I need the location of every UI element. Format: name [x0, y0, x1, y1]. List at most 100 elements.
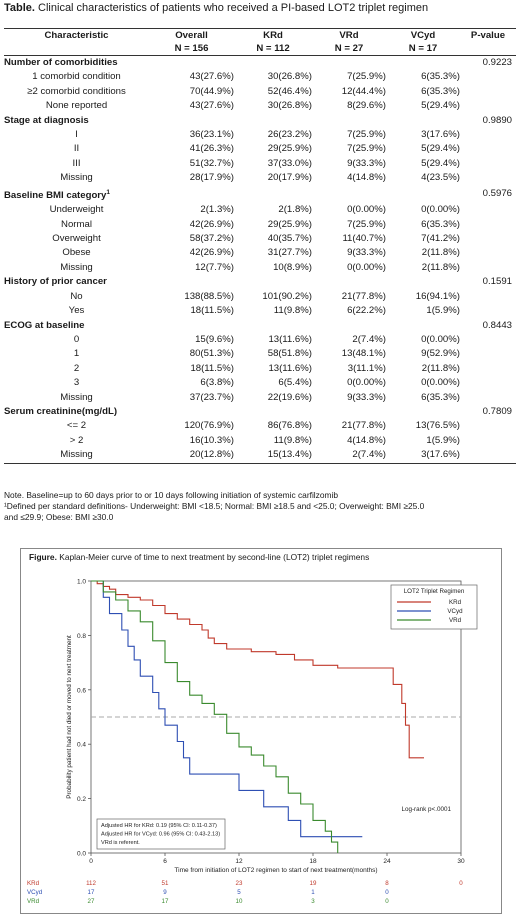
- section-title: Baseline BMI category1: [4, 186, 460, 204]
- risk-table-label: VCyd: [27, 889, 43, 896]
- cell-krd: 29(25.9%): [267, 218, 312, 230]
- cell-empty: [460, 128, 516, 142]
- hazard-ratio-line: Adjusted HR for VCyd: 0.96 (95% CI: 0.43…: [101, 832, 220, 838]
- p-value: 0.8443: [482, 319, 512, 331]
- header-vcyd: VCyd: [386, 28, 460, 42]
- cell-krd: 52(46.4%): [267, 85, 312, 97]
- cell-krd: 6(5.4%): [278, 377, 312, 389]
- cell-vrd: 4(14.8%): [347, 172, 386, 184]
- y-tick-label: 0.8: [77, 633, 86, 640]
- cell-krd: 58(51.8%): [267, 348, 312, 360]
- cell-vcyd: 5(29.4%): [421, 100, 460, 112]
- section-title-text: ECOG at baseline: [4, 319, 85, 331]
- p-value: 0.9223: [482, 57, 512, 68]
- cell-vcyd: 0(0.00%): [421, 377, 460, 389]
- cell-vcyd: 6(35.3%): [421, 85, 460, 97]
- cell-krd: 31(27.7%): [267, 247, 312, 259]
- cell-empty: [460, 232, 516, 246]
- cell-vrd: 7(25.9%): [347, 129, 386, 141]
- table-row: 1 80(51.3%) 58(51.8%) 13(48.1%) 9(52.9%): [4, 347, 516, 361]
- legend-box: [390, 584, 478, 630]
- km-curve-krd: [91, 580, 424, 759]
- row-label: > 2: [69, 434, 84, 446]
- y-tick-label: 0.2: [77, 796, 86, 803]
- table-row: Underweight 2(1.3%) 2(1.8%) 0(0.00%) 0(0.00%…: [4, 203, 516, 217]
- section-title-text: Baseline BMI category: [4, 189, 107, 201]
- table-row: Obese 42(26.9%) 31(27.7%) 9(33.3%) 2(11.8%): [4, 246, 516, 260]
- risk-table-value: 0: [385, 889, 389, 896]
- characteristics-table: Characteristic Overall KRd VRd VCyd P-va…: [4, 28, 516, 464]
- x-tick-label: 12: [235, 858, 243, 865]
- footnote-marker: 1: [106, 188, 110, 196]
- cell-empty: [460, 333, 516, 347]
- cell-empty: [460, 434, 516, 448]
- section-row: History of prior cancer 0.1591: [4, 275, 516, 289]
- x-tick-label: 6: [163, 858, 167, 865]
- cell-vcyd: 2(11.8%): [421, 247, 460, 259]
- cell-empty: [460, 448, 516, 464]
- cell-overall: 58(37.2%): [189, 233, 234, 245]
- cell-vcyd: 6(35.3%): [421, 71, 460, 83]
- cell-vrd: 11(40.7%): [342, 233, 386, 245]
- cell-krd: 20(17.9%): [267, 172, 312, 184]
- risk-table-value: 9: [163, 889, 167, 896]
- cell-krd: 10(8.9%): [273, 261, 312, 273]
- x-tick-label: 24: [383, 858, 391, 865]
- note-line: Note. Baseline=up to 60 days prior to or…: [4, 490, 339, 500]
- table-row: 2 18(11.5%) 13(11.6%) 3(11.1%) 2(11.8%): [4, 362, 516, 376]
- section-title-text: Serum creatinine(mg/dL): [4, 405, 118, 417]
- cell-vcyd: 2(11.8%): [421, 362, 460, 374]
- hazard-ratio-line: VRd is referent.: [101, 840, 140, 846]
- row-label: Missing: [4, 448, 149, 464]
- p-value: 0.9890: [482, 114, 512, 126]
- row-label: Missing: [60, 172, 93, 184]
- risk-table-value: 5: [237, 889, 241, 896]
- table-row: Missing 12(7.7%) 10(8.9%) 0(0.00%) 2(11.8%): [4, 261, 516, 275]
- table-row: 1 comorbid condition 43(27.6%) 30(26.8%) 7(…: [4, 70, 516, 84]
- table-row: Normal 42(26.9%) 29(25.9%) 7(25.9%) 6(35.3%): [4, 218, 516, 232]
- cell-krd: 11(9.8%): [273, 305, 312, 317]
- cell-vcyd: 13(76.5%): [415, 420, 460, 432]
- table-row: Overweight 58(37.2%) 40(35.7%) 11(40.7%) 7(4…: [4, 232, 516, 246]
- section-title-text: Stage at diagnosis: [4, 114, 89, 126]
- cell-empty: [460, 391, 516, 405]
- row-label: No: [70, 290, 83, 302]
- cell-overall: 28(17.9%): [189, 172, 234, 184]
- table-row: Yes 18(11.5%) 11(9.8%) 6(22.2%) 1(5.9%): [4, 304, 516, 318]
- cell-vrd: 4(14.8%): [347, 434, 386, 446]
- cell-vcyd: 6(35.3%): [421, 391, 460, 403]
- table-title: Table. Clinical characteristics of patie…: [4, 2, 516, 14]
- cell-vrd: 12(44.4%): [341, 85, 386, 97]
- risk-table-value: 112: [86, 880, 96, 887]
- risk-table-value: 0: [385, 898, 389, 905]
- cell-vrd: 2(7.4%): [312, 448, 386, 464]
- header-vrd-n: N = 27: [312, 42, 386, 56]
- table-note: Note. Baseline=up to 60 days prior to or…: [4, 490, 516, 523]
- risk-table-label: VRd: [27, 898, 40, 905]
- cell-empty: [460, 218, 516, 232]
- cell-empty: [460, 261, 516, 275]
- cell-vcyd: 2(11.8%): [421, 261, 460, 273]
- row-label: Yes: [68, 305, 85, 317]
- cell-overall: 18(11.5%): [190, 305, 234, 317]
- cell-overall: 80(51.3%): [189, 348, 234, 360]
- table-row: ≥2 comorbid conditions 70(44.9%) 52(46.4%)…: [4, 85, 516, 99]
- table-row: <= 2 120(76.9%) 86(76.8%) 21(77.8%) 13(76.5%…: [4, 419, 516, 433]
- table-title-text: Clinical characteristics of patients who…: [38, 2, 429, 14]
- row-label: II: [73, 143, 80, 155]
- table-body: Number of comorbidities 0.9223 1 comorbid …: [4, 56, 516, 464]
- cell-vrd: 21(77.8%): [341, 290, 386, 302]
- cell-empty: [460, 203, 516, 217]
- log-rank-label: Log-rank p<.0001: [401, 806, 451, 813]
- cell-empty: [460, 419, 516, 433]
- section-row: Stage at diagnosis 0.9890: [4, 114, 516, 128]
- cell-overall: 43(27.6%): [189, 71, 234, 83]
- cell-vcyd: 5(29.4%): [421, 157, 460, 169]
- cell-overall: 42(26.9%): [189, 218, 234, 230]
- cell-empty: [460, 70, 516, 84]
- legend-label-vrd: VRd: [449, 617, 462, 624]
- table-row: III 51(32.7%) 37(33.0%) 9(33.3%) 5(29.4%): [4, 157, 516, 171]
- cell-krd: 40(35.7%): [267, 233, 312, 245]
- cell-empty: [460, 376, 516, 390]
